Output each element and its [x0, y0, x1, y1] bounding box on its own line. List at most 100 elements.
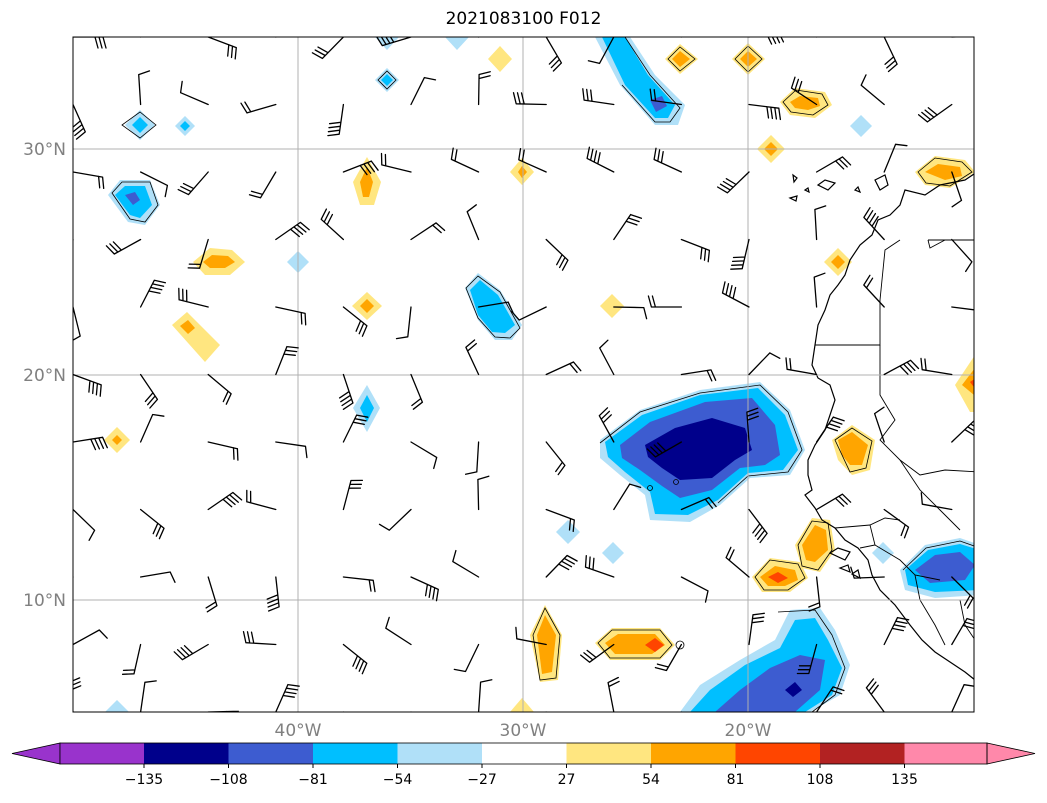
colorbar-cell — [566, 743, 652, 764]
colorbar-tick-label: −27 — [467, 772, 497, 788]
wind-barb — [647, 295, 683, 308]
colorbar-cell — [228, 743, 314, 764]
wind-barb — [342, 306, 368, 337]
wind-barb — [951, 171, 963, 208]
map-frame — [72, 36, 975, 713]
wind-barb — [73, 171, 105, 190]
wind-barb — [139, 508, 165, 540]
wind-barb — [951, 37, 974, 38]
wind-barb — [275, 441, 308, 459]
lat-label-30n: 30°N — [23, 140, 66, 160]
graticule — [73, 37, 974, 712]
wind-barb — [242, 630, 277, 646]
colorbar-extend-low — [11, 742, 61, 765]
wind-barb — [814, 205, 827, 241]
wind-barb — [883, 508, 910, 539]
wind-barb — [545, 554, 578, 578]
wind-barb — [376, 37, 412, 47]
wind-barb — [138, 70, 151, 106]
wind-barb — [73, 629, 108, 646]
wind-barb — [680, 238, 711, 263]
wind-barb — [240, 101, 277, 114]
wind-barb — [173, 643, 209, 661]
colorbar-frame — [59, 742, 988, 765]
wind-barb — [248, 171, 277, 199]
wind-barb — [613, 306, 648, 320]
wind-barb — [883, 143, 908, 173]
wind-barb — [680, 576, 709, 603]
colorbar-tick-label: −54 — [383, 772, 413, 788]
colorbar-extend-high — [986, 742, 1036, 765]
wind-barb — [73, 436, 108, 451]
wind-barb — [465, 339, 480, 376]
wind-barb — [139, 413, 165, 443]
wind-barb — [883, 359, 920, 376]
wind-barb — [139, 37, 142, 38]
wind-barb — [545, 508, 575, 533]
colorbar-tick-label: 135 — [891, 772, 918, 788]
wind-barb — [338, 373, 354, 410]
wind-barb — [207, 373, 232, 405]
wind-barb — [584, 555, 615, 578]
wind-barb — [917, 103, 953, 123]
colorbar-cell — [313, 743, 398, 764]
wind-barb — [748, 352, 781, 376]
wind-barb — [545, 238, 569, 271]
contour-lines — [111, 37, 974, 712]
wind-barb — [275, 345, 299, 376]
wind-barb — [649, 88, 683, 106]
colorbar-cell — [397, 743, 483, 764]
wind-barb — [452, 549, 480, 578]
colorbar-cell — [735, 743, 821, 764]
wind-barb — [477, 37, 480, 38]
wind-barb — [515, 626, 547, 646]
wind-barb — [246, 489, 277, 511]
wind-barbs — [73, 37, 974, 712]
wind-barb — [883, 37, 898, 73]
colorbar-tick-label: −108 — [209, 772, 247, 788]
wind-barb — [410, 373, 424, 410]
wind-barb — [815, 686, 845, 712]
wind-barb — [613, 213, 643, 241]
wind-barb — [680, 496, 717, 511]
lon-label-40w: 40°W — [275, 721, 322, 741]
wind-barb — [73, 677, 82, 712]
lon-label-20w: 20°W — [725, 721, 772, 741]
wind-barb — [815, 416, 845, 443]
wind-barb — [808, 576, 821, 612]
wind-barb — [105, 238, 142, 255]
wind-barb — [586, 146, 615, 173]
wind-barb — [748, 508, 768, 544]
wind-barb — [477, 679, 493, 712]
wind-barb — [342, 160, 379, 176]
wind-barb — [477, 301, 514, 314]
wind-barb — [177, 171, 209, 196]
wind-barb — [951, 420, 974, 443]
wind-barb — [121, 643, 142, 675]
wind-barb — [179, 80, 209, 106]
wind-barb — [275, 683, 300, 712]
negative-anomaly-regions — [105, 37, 974, 712]
wind-barb — [518, 147, 547, 173]
wind-barb — [582, 88, 615, 106]
wind-barb — [883, 616, 910, 646]
wind-barb — [207, 710, 240, 712]
wind-barb — [327, 103, 345, 137]
wind-barb — [545, 361, 582, 376]
wind-barb — [342, 711, 345, 712]
wind-barb — [580, 643, 615, 663]
wind-barb — [850, 566, 885, 579]
wind-barb — [607, 676, 620, 712]
wind-barb — [205, 576, 218, 613]
wind-barb — [748, 37, 785, 45]
positive-anomaly-regions — [104, 43, 974, 712]
wind-barb — [725, 546, 750, 578]
wind-barb — [653, 147, 683, 173]
wind-barb — [73, 373, 102, 397]
wind-barb — [73, 37, 107, 49]
colorbar-tick-label: 54 — [642, 772, 660, 788]
wind-barb — [746, 407, 759, 443]
wind-barb — [410, 222, 446, 241]
wind-barb — [139, 571, 176, 583]
colorbar-cell — [651, 743, 736, 764]
